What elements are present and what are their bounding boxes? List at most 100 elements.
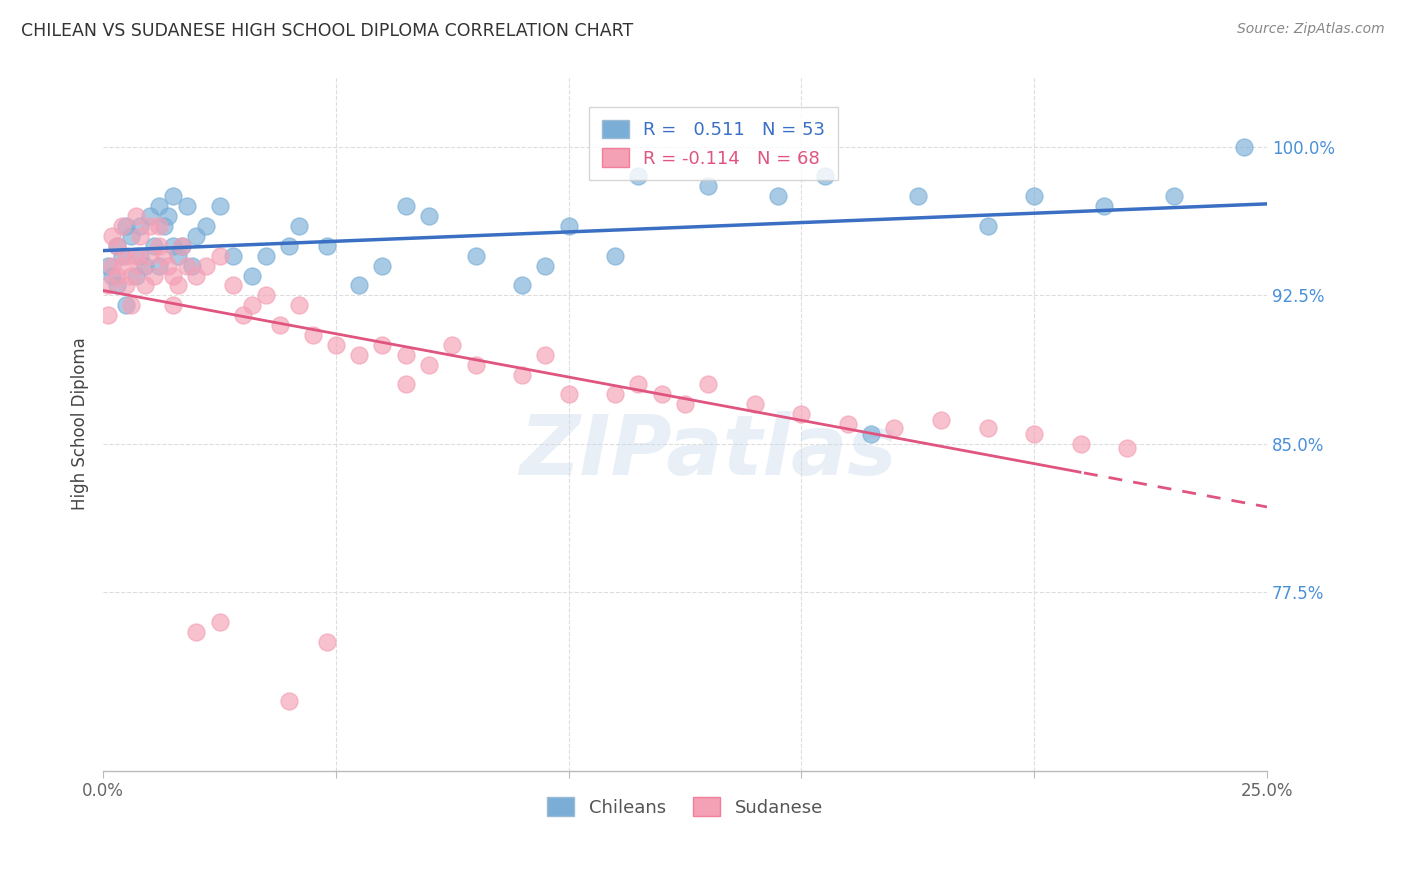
Point: [395, 199, 418, 213]
Point: [138, 209, 160, 223]
Point: [697, 179, 720, 194]
Point: [240, 298, 263, 312]
Point: [157, 259, 180, 273]
Point: [125, 209, 148, 223]
Point: [278, 239, 301, 253]
Point: [152, 219, 174, 233]
Point: [464, 358, 486, 372]
Point: [254, 249, 277, 263]
Point: [166, 278, 188, 293]
Point: [744, 397, 766, 411]
Point: [101, 228, 124, 243]
Point: [148, 199, 170, 213]
Point: [1070, 437, 1092, 451]
Point: [176, 199, 198, 213]
Point: [371, 338, 394, 352]
Point: [105, 239, 128, 253]
Text: ZIPatlas: ZIPatlas: [519, 411, 897, 492]
Point: [287, 298, 309, 312]
Point: [790, 407, 813, 421]
Point: [125, 249, 148, 263]
Point: [97, 308, 120, 322]
Point: [395, 348, 418, 362]
Point: [976, 421, 998, 435]
Point: [129, 219, 152, 233]
Point: [194, 219, 217, 233]
Point: [101, 268, 124, 283]
Point: [115, 219, 138, 233]
Point: [510, 278, 533, 293]
Point: [138, 249, 160, 263]
Point: [111, 219, 134, 233]
Point: [115, 249, 138, 263]
Point: [837, 417, 859, 431]
Point: [101, 259, 124, 273]
Point: [301, 327, 323, 342]
Text: CHILEAN VS SUDANESE HIGH SCHOOL DIPLOMA CORRELATION CHART: CHILEAN VS SUDANESE HIGH SCHOOL DIPLOMA …: [21, 22, 633, 40]
Point: [111, 259, 134, 273]
Point: [186, 228, 208, 243]
Point: [347, 348, 370, 362]
Point: [441, 338, 464, 352]
Point: [1116, 441, 1139, 455]
Point: [464, 249, 486, 263]
Point: [907, 189, 929, 203]
Point: [208, 615, 231, 629]
Point: [208, 249, 231, 263]
Point: [162, 189, 184, 203]
Point: [269, 318, 291, 332]
Point: [162, 268, 184, 283]
Point: [162, 298, 184, 312]
Point: [166, 249, 188, 263]
Point: [115, 278, 138, 293]
Point: [766, 189, 789, 203]
Point: [105, 268, 128, 283]
Point: [883, 421, 905, 435]
Point: [254, 288, 277, 302]
Point: [105, 278, 128, 293]
Point: [418, 358, 440, 372]
Point: [222, 249, 245, 263]
Point: [557, 387, 579, 401]
Point: [138, 219, 160, 233]
Text: Source: ZipAtlas.com: Source: ZipAtlas.com: [1237, 22, 1385, 37]
Point: [325, 338, 347, 352]
Point: [222, 278, 245, 293]
Point: [97, 259, 120, 273]
Point: [111, 249, 134, 263]
Point: [1163, 189, 1185, 203]
Point: [125, 268, 148, 283]
Point: [627, 377, 650, 392]
Point: [194, 259, 217, 273]
Point: [148, 259, 170, 273]
Point: [176, 259, 198, 273]
Point: [240, 268, 263, 283]
Point: [1024, 189, 1046, 203]
Point: [534, 348, 557, 362]
Point: [418, 209, 440, 223]
Point: [860, 427, 883, 442]
Point: [172, 239, 194, 253]
Point: [315, 635, 337, 649]
Point: [143, 239, 166, 253]
Point: [129, 249, 152, 263]
Point: [287, 219, 309, 233]
Point: [97, 278, 120, 293]
Point: [1233, 140, 1256, 154]
Point: [278, 694, 301, 708]
Point: [534, 259, 557, 273]
Point: [134, 278, 156, 293]
Point: [120, 268, 142, 283]
Point: [148, 219, 170, 233]
Point: [172, 239, 194, 253]
Y-axis label: High School Diploma: High School Diploma: [72, 338, 89, 510]
Point: [186, 625, 208, 640]
Point: [929, 413, 952, 427]
Point: [115, 298, 138, 312]
Point: [697, 377, 720, 392]
Point: [152, 249, 174, 263]
Point: [395, 377, 418, 392]
Point: [976, 219, 998, 233]
Point: [605, 387, 627, 401]
Point: [814, 169, 837, 184]
